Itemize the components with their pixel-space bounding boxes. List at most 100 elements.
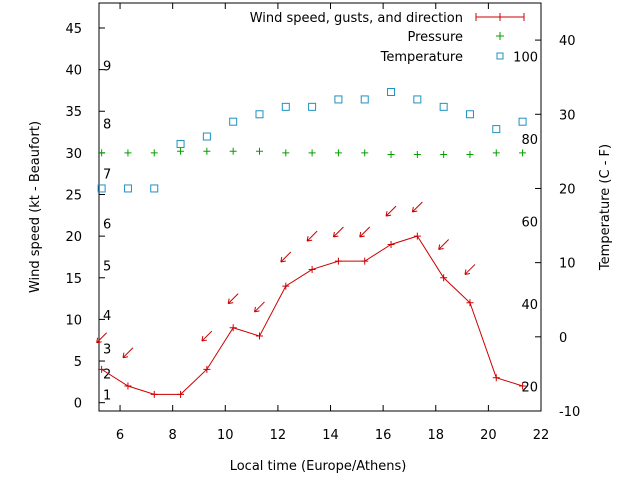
y-tick-label-left: 5 xyxy=(74,355,82,370)
temperature-point xyxy=(202,132,211,141)
wind-direction-arrow xyxy=(464,264,476,275)
wind-speed-point xyxy=(282,282,290,290)
pressure-point xyxy=(519,149,527,157)
temperature-point xyxy=(413,95,422,104)
wind-speed-point xyxy=(519,382,527,390)
pressure-point xyxy=(492,149,500,157)
pressure-point xyxy=(466,151,474,159)
legend-label-wind: Wind speed, gusts, and direction xyxy=(250,11,463,26)
pressure-point xyxy=(177,147,185,155)
y-tick-label-right: 0 xyxy=(559,331,567,346)
pressure-point xyxy=(361,149,369,157)
pressure-point xyxy=(124,149,132,157)
pressure-point xyxy=(413,151,421,159)
pressure-point xyxy=(440,151,448,159)
beaufort-label: 1 xyxy=(103,388,111,403)
x-tick-label: 10 xyxy=(217,428,234,443)
y-axis-label-right: Temperature (C - F) xyxy=(598,144,613,271)
temperature-point xyxy=(176,139,185,148)
pressure-point xyxy=(282,149,290,157)
wind-direction-arrow xyxy=(227,293,239,305)
y-tick-label-right: 40 xyxy=(559,34,576,49)
temperature-point xyxy=(255,110,264,119)
pressure-point xyxy=(229,147,237,155)
x-tick-label: 12 xyxy=(270,428,287,443)
y-tick-label-left: 0 xyxy=(74,397,82,412)
beaufort-label: 2 xyxy=(103,368,111,383)
y-tick-label-right: 20 xyxy=(559,182,576,197)
wind-direction-arrow xyxy=(359,226,371,238)
wind-speed-point xyxy=(124,382,132,390)
wind-direction-arrow xyxy=(385,205,397,217)
beaufort-label: 3 xyxy=(103,343,111,358)
wind-direction-arrow xyxy=(438,239,450,250)
series-layer xyxy=(96,88,527,398)
ticks-layer: 6 8 10 12 14 16 18 20 22051015202530354045-10010… xyxy=(65,3,580,443)
pressure-point xyxy=(334,149,342,157)
temperature-point xyxy=(281,102,290,111)
wind-speed-point xyxy=(440,274,448,282)
legend: Wind speed, gusts, and direction Pressur… xyxy=(250,11,525,65)
wind-speed-point xyxy=(229,324,237,332)
beaufort-label: 7 xyxy=(103,168,111,183)
y-tick-label-right: 30 xyxy=(559,108,576,123)
pressure-point xyxy=(255,147,263,155)
y-tick-label-left: 35 xyxy=(65,105,82,120)
legend-label-pressure: Pressure xyxy=(407,30,463,45)
wind-speed-point xyxy=(203,365,211,373)
plot-frame xyxy=(98,2,542,412)
temperature-point xyxy=(518,117,527,126)
beaufort-label: 8 xyxy=(103,118,111,133)
pressure-point xyxy=(150,149,158,157)
legend-sample-wind xyxy=(475,13,525,21)
beaufort-label: 6 xyxy=(103,218,111,233)
wind-speed-point xyxy=(308,265,316,273)
temperature-point xyxy=(439,102,448,111)
legend-label-temperature: Temperature xyxy=(380,50,463,65)
y-tick-label-left: 20 xyxy=(65,230,82,245)
y-tick-label-left: 25 xyxy=(65,189,82,204)
wind-speed-point xyxy=(255,332,263,340)
y-tick-label-left: 40 xyxy=(65,64,82,79)
temperature-point xyxy=(123,184,132,193)
wind-speed-point xyxy=(387,240,395,248)
y-tick-label-left: 15 xyxy=(65,272,82,287)
fahrenheit-label: 80 xyxy=(521,133,538,148)
wind-direction-arrow xyxy=(280,251,292,263)
wind-direction-arrow xyxy=(122,347,134,359)
temperature-point xyxy=(492,125,501,134)
temperature-point xyxy=(387,88,396,97)
pressure-point xyxy=(203,147,211,155)
legend-sample-pressure xyxy=(496,32,504,40)
temperature-point xyxy=(334,95,343,104)
pressure-point xyxy=(308,149,316,157)
wind-speed-point xyxy=(334,257,342,265)
y-tick-label-right: -10 xyxy=(559,405,580,420)
wind-direction-arrow xyxy=(253,301,265,313)
x-tick-label: 20 xyxy=(480,428,497,443)
wind-speed-point xyxy=(466,299,474,307)
wind-direction-arrow xyxy=(411,201,423,213)
beaufort-label: 4 xyxy=(103,309,111,324)
y-axis-label-left: Wind speed (kt - Beaufort) xyxy=(28,121,43,293)
fahrenheit-label: 40 xyxy=(521,298,538,313)
legend-sample-temperature xyxy=(496,52,504,60)
wind-direction-arrow xyxy=(201,330,213,342)
x-tick-label: 14 xyxy=(322,428,339,443)
temperature-point xyxy=(308,102,317,111)
pressure-point xyxy=(387,151,395,159)
pressure-point xyxy=(98,149,106,157)
y-tick-label-left: 10 xyxy=(65,313,82,328)
wind-speed-point xyxy=(150,390,158,398)
y-tick-label-left: 45 xyxy=(65,22,82,37)
wind-direction-arrow xyxy=(332,226,344,238)
fahrenheit-label: 60 xyxy=(521,215,538,230)
wind-speed-line xyxy=(101,235,523,395)
wind-speed-point xyxy=(98,365,106,373)
x-tick-label: 16 xyxy=(375,428,392,443)
x-axis-label: Local time (Europe/Athens) xyxy=(230,459,407,474)
y-tick-label-right: 10 xyxy=(559,257,576,272)
x-tick-label: 6 xyxy=(116,428,124,443)
wind-speed-point xyxy=(177,390,185,398)
